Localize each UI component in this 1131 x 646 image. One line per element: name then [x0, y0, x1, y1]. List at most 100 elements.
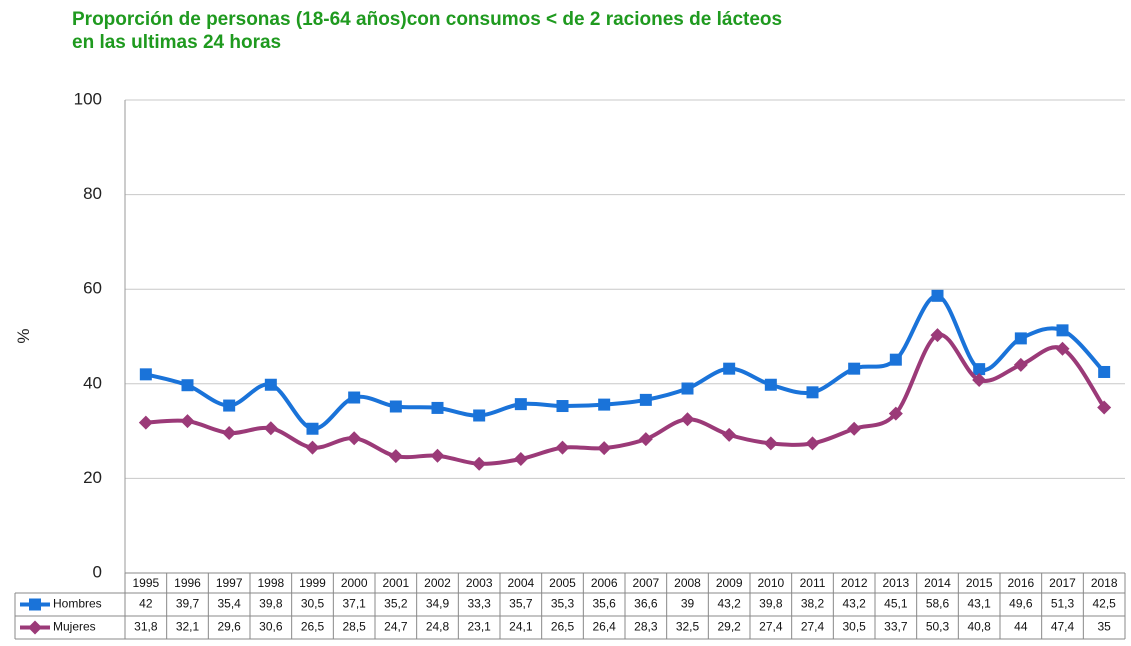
marker [223, 399, 236, 412]
marker [138, 415, 153, 430]
data-label: 39,8 [759, 597, 783, 611]
data-label: 24,1 [509, 620, 533, 634]
marker [431, 401, 444, 414]
marker [681, 382, 694, 395]
data-label: 47,4 [1051, 620, 1075, 634]
data-label: 50,3 [926, 620, 950, 634]
data-label: 24,8 [426, 620, 450, 634]
data-label: 35 [1097, 620, 1111, 634]
data-label: 36,6 [634, 597, 658, 611]
x-tick-label: 1999 [299, 576, 326, 590]
marker [1098, 365, 1111, 378]
data-label: 27,4 [801, 620, 825, 634]
data-label: 34,9 [426, 597, 450, 611]
marker [889, 353, 902, 366]
series-line [145, 293, 1106, 431]
x-tick-label: 2002 [424, 576, 451, 590]
y-tick-label: 0 [93, 562, 102, 581]
marker [639, 393, 652, 406]
marker [806, 386, 819, 399]
marker [555, 440, 570, 455]
data-label: 51,3 [1051, 597, 1075, 611]
x-tick-label: 2003 [466, 576, 493, 590]
data-label: 43,2 [717, 597, 741, 611]
data-label: 28,3 [634, 620, 658, 634]
data-label: 39,8 [259, 597, 283, 611]
data-label: 29,6 [217, 620, 241, 634]
legend-label: Hombres [53, 597, 102, 611]
x-tick-label: 2005 [549, 576, 576, 590]
marker [973, 363, 986, 376]
marker [888, 406, 903, 421]
x-tick-label: 2001 [382, 576, 409, 590]
marker [598, 398, 611, 411]
data-label: 24,7 [384, 620, 408, 634]
marker [1097, 400, 1112, 415]
data-label: 43,2 [842, 597, 866, 611]
data-label: 37,1 [342, 597, 366, 611]
marker [180, 414, 195, 429]
marker [848, 362, 861, 375]
data-label: 43,1 [967, 597, 991, 611]
marker [181, 379, 194, 392]
marker [263, 421, 278, 436]
data-label: 30,5 [842, 620, 866, 634]
data-label: 30,6 [259, 620, 283, 634]
x-tick-label: 2008 [674, 576, 701, 590]
marker [638, 432, 653, 447]
marker [930, 328, 945, 343]
y-tick-label: 80 [83, 184, 102, 203]
y-tick-label: 20 [83, 468, 102, 487]
marker [1056, 324, 1069, 337]
marker [222, 425, 237, 440]
y-tick-label: 60 [83, 279, 102, 298]
marker [264, 378, 277, 391]
x-tick-label: 2012 [841, 576, 868, 590]
x-tick-label: 1995 [132, 576, 159, 590]
data-label: 26,5 [301, 620, 325, 634]
marker [473, 409, 486, 422]
chart-title: en las ultimas 24 horas [72, 32, 281, 53]
data-label: 29,2 [717, 620, 741, 634]
marker [348, 391, 361, 404]
data-label: 35,2 [384, 597, 408, 611]
marker [723, 362, 736, 375]
marker [28, 620, 42, 635]
marker [388, 449, 403, 464]
data-label: 42 [139, 597, 153, 611]
marker [805, 436, 820, 451]
marker [306, 422, 319, 435]
marker [29, 598, 41, 611]
marker [556, 400, 569, 413]
y-axis-label: % [14, 328, 33, 343]
data-label: 35,6 [592, 597, 616, 611]
marker [389, 400, 402, 413]
data-label: 35,4 [217, 597, 241, 611]
data-label: 26,5 [551, 620, 575, 634]
y-tick-label: 40 [83, 373, 102, 392]
data-label: 26,4 [592, 620, 616, 634]
marker [1055, 341, 1070, 356]
data-label: 32,5 [676, 620, 700, 634]
data-label: 31,8 [134, 620, 158, 634]
marker [513, 452, 528, 467]
data-label: 35,7 [509, 597, 533, 611]
x-tick-label: 2009 [716, 576, 743, 590]
data-label: 39,7 [176, 597, 200, 611]
marker [931, 289, 944, 302]
x-tick-label: 2004 [507, 576, 534, 590]
data-label: 45,1 [884, 597, 908, 611]
marker [847, 421, 862, 436]
data-label: 32,1 [176, 620, 200, 634]
marker [972, 373, 987, 388]
data-label: 23,1 [467, 620, 491, 634]
data-label: 33,7 [884, 620, 908, 634]
x-tick-label: 1997 [216, 576, 243, 590]
chart-title: Proporción de personas (18-64 años)con c… [72, 9, 782, 30]
series-line [145, 332, 1106, 466]
data-label: 35,3 [551, 597, 575, 611]
x-tick-label: 2000 [341, 576, 368, 590]
x-tick-label: 1996 [174, 576, 201, 590]
marker [347, 431, 362, 446]
